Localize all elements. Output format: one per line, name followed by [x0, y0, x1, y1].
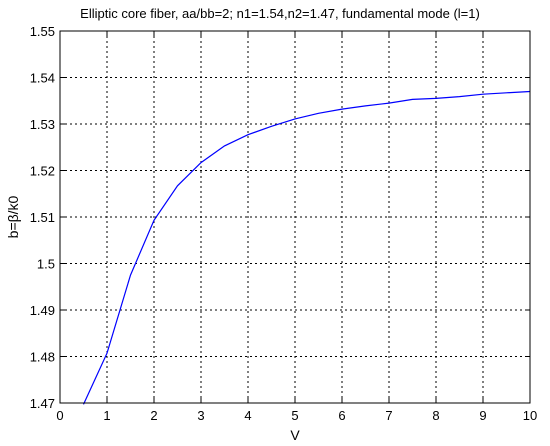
y-tick-label: 1.55: [30, 24, 55, 39]
y-tick-label: 1.53: [30, 117, 55, 132]
y-tick-label: 1.54: [30, 71, 55, 86]
x-tick-label: 7: [385, 408, 392, 423]
y-tick-label: 1.51: [30, 210, 55, 225]
x-axis-label: V: [290, 427, 300, 443]
x-tick-label: 9: [479, 408, 486, 423]
x-tick-label: 2: [150, 408, 157, 423]
x-tick-label: 10: [523, 408, 537, 423]
chart-title: Elliptic core fiber, aa/bb=2; n1=1.54,n2…: [80, 6, 480, 21]
plot-area: [82, 90, 531, 405]
x-tick-label: 3: [197, 408, 204, 423]
x-axis-ticks: 0 1 2 3 4 5 6 7 8 9 10: [56, 31, 537, 423]
y-axis-label: b=β/k0: [5, 195, 21, 238]
x-tick-label: 1: [103, 408, 110, 423]
grid: [60, 31, 530, 403]
x-tick-label: 5: [291, 408, 298, 423]
y-tick-label: 1.49: [30, 303, 55, 318]
y-tick-label: 1.47: [30, 396, 55, 411]
y-tick-label: 1.5: [37, 257, 55, 272]
y-axis-ticks: 1.47 1.48 1.49 1.5 1.51 1.52 1.53 1.54 1.55: [30, 24, 530, 411]
x-tick-label: 6: [338, 408, 345, 423]
x-tick-label: 0: [56, 408, 63, 423]
y-tick-label: 1.52: [30, 164, 55, 179]
x-tick-label: 8: [432, 408, 439, 423]
x-tick-label: 4: [244, 408, 251, 423]
y-tick-label: 1.48: [30, 350, 55, 365]
series-line: [82, 90, 531, 405]
